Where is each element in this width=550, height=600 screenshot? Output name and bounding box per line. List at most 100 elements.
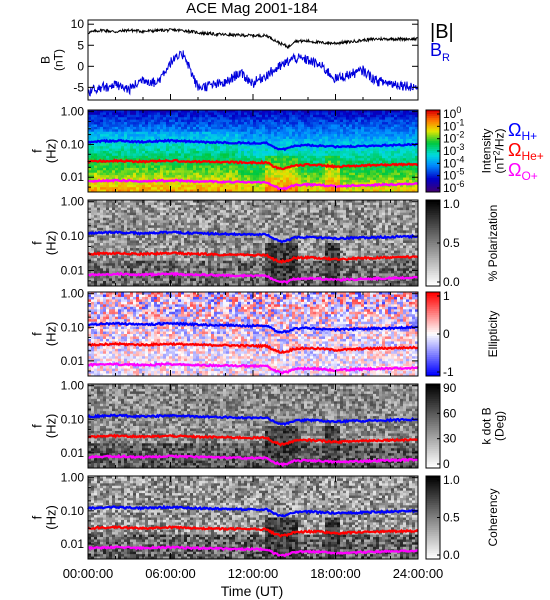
spectrogram-cell — [337, 124, 341, 128]
spectrogram-cell — [103, 232, 107, 236]
spectrogram-cell — [175, 278, 179, 282]
spectrogram-cell — [391, 124, 395, 128]
spectrogram-cell — [124, 202, 128, 206]
spectrogram-cell — [112, 189, 116, 193]
spectrogram-cell — [235, 172, 239, 176]
spectrogram-cell — [376, 158, 380, 162]
spectrogram-cell — [259, 146, 263, 149]
spectrogram-cell — [163, 148, 167, 152]
spectrogram-cell — [415, 170, 419, 174]
spectrogram-cell — [127, 268, 131, 272]
spectrogram-cell — [91, 131, 95, 135]
spectrogram-cell — [133, 250, 137, 254]
spectrogram-cell — [235, 151, 239, 154]
spectrogram-cell — [205, 114, 209, 118]
spectrogram-cell — [406, 122, 410, 125]
spectrogram-cell — [109, 117, 113, 121]
spectrogram-cell — [97, 167, 101, 171]
spectrogram-cell — [130, 205, 134, 208]
spectrogram-cell — [235, 146, 239, 149]
spectrogram-cell — [361, 172, 365, 176]
spectrogram-cell — [130, 220, 134, 224]
spectrogram-cell — [205, 136, 209, 140]
spectrogram-cell — [133, 126, 137, 130]
spectrogram-cell — [241, 165, 245, 169]
spectrogram-cell — [208, 114, 212, 118]
spectrogram-cell — [313, 131, 317, 135]
spectrogram-cell — [133, 141, 137, 145]
spectrogram-cell — [229, 146, 233, 149]
spectrogram-cell — [355, 117, 359, 121]
spectrogram-cell — [187, 146, 191, 149]
spectrogram-cell — [154, 153, 158, 157]
spectrogram-cell — [256, 126, 260, 130]
spectrogram-cell — [172, 177, 176, 181]
spectrogram-cell — [193, 143, 197, 147]
spectrogram-cell — [412, 187, 416, 190]
spectrogram-cell — [238, 110, 242, 113]
spectrogram-cell — [367, 129, 371, 133]
spectrogram-cell — [385, 165, 389, 169]
spectrogram-cell — [328, 136, 332, 140]
spectrogram-cell — [313, 114, 317, 118]
spectrogram-cell — [88, 187, 92, 190]
spectrogram-cell — [193, 163, 197, 166]
spectrogram-cell — [412, 126, 416, 130]
spectrogram-cell — [196, 114, 200, 118]
spectrogram-cell — [322, 158, 326, 162]
spectrogram-cell — [349, 117, 353, 121]
spectrogram-cell — [265, 179, 269, 183]
spectrogram-cell — [289, 141, 293, 145]
spectrogram-cell — [151, 210, 155, 214]
spectrogram-cell — [130, 110, 134, 113]
spectrogram-cell — [301, 122, 305, 125]
spectrogram-cell — [178, 177, 182, 181]
spectrogram-cell — [97, 172, 101, 176]
spectrogram-cell — [199, 117, 203, 121]
spectrogram-cell — [313, 175, 317, 178]
spectrogram-cell — [214, 148, 218, 152]
spectrogram-cell — [370, 124, 374, 128]
spectrogram-cell — [106, 243, 110, 246]
spectrogram-cell — [97, 260, 101, 264]
spectrogram-cell — [355, 155, 359, 159]
spectrogram-cell — [103, 187, 107, 190]
spectrogram-cell — [355, 158, 359, 162]
spectrogram-cell — [118, 265, 122, 269]
spectrogram-cell — [175, 155, 179, 159]
spectrogram-cell — [133, 177, 137, 181]
colorbar-segment — [426, 144, 440, 148]
spectrogram-cell — [154, 122, 158, 125]
spectrogram-cell — [340, 129, 344, 133]
spectrogram-cell — [349, 177, 353, 181]
spectrogram-cell — [238, 163, 242, 166]
spectrogram-cell — [250, 175, 254, 178]
spectrogram-cell — [409, 117, 413, 121]
spectrogram-cell — [178, 126, 182, 130]
spectrogram-cell — [319, 112, 323, 116]
spectrogram-cell — [97, 134, 101, 137]
spectrogram-cell — [262, 148, 266, 152]
spectrogram-cell — [352, 172, 356, 176]
spectrogram-cell — [145, 153, 149, 157]
spectrogram-cell — [175, 248, 179, 251]
spectrogram-cell — [97, 153, 101, 157]
spectrogram-cell — [157, 215, 161, 219]
spectrogram-cell — [136, 172, 140, 176]
spectrogram-cell — [298, 131, 302, 135]
spectrogram-cell — [340, 148, 344, 152]
spectrogram-cell — [316, 165, 320, 169]
spectrogram-cell — [88, 225, 92, 229]
spectrogram-cell — [172, 260, 176, 264]
spectrogram-cell — [148, 265, 152, 269]
spectrogram-cell — [217, 172, 221, 176]
spectrogram-cell — [280, 172, 284, 176]
spectrogram-cell — [232, 163, 236, 166]
spectrogram-cell — [112, 248, 116, 251]
spectrogram-cell — [145, 283, 149, 287]
spectrogram-cell — [124, 275, 128, 279]
spectrogram-cell — [244, 177, 248, 181]
spectrogram-cell — [157, 217, 161, 221]
spectrogram-cell — [127, 235, 131, 239]
spectrogram-cell — [169, 278, 173, 282]
